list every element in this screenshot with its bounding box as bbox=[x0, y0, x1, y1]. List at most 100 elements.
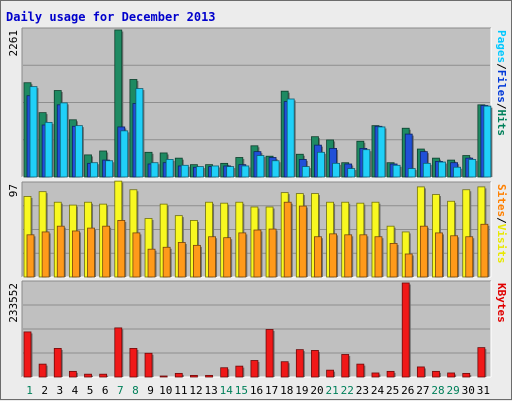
bar-kbytes-day-6 bbox=[100, 374, 109, 377]
bar-sites-day-20 bbox=[314, 237, 323, 277]
bar-kbytes-day-3 bbox=[54, 348, 63, 377]
x-tick-label: 11 bbox=[174, 384, 187, 397]
bar-sites-day-11 bbox=[178, 242, 187, 277]
bar-pages-day-25 bbox=[393, 165, 402, 177]
x-tick-label: 28 bbox=[431, 384, 444, 397]
bar-kbytes-day-30 bbox=[463, 373, 472, 377]
bar-kbytes-day-23 bbox=[357, 364, 366, 377]
bar-sites-day-19 bbox=[299, 206, 308, 277]
bar-kbytes-day-29 bbox=[448, 373, 457, 377]
panel-hits-files-pages: 2261 Pages/Files/Hits bbox=[7, 28, 508, 177]
x-tick-label: 12 bbox=[189, 384, 202, 397]
bar-sites-day-2 bbox=[42, 232, 51, 277]
bar-pages-day-4 bbox=[75, 126, 84, 177]
bar-kbytes-day-27 bbox=[417, 367, 426, 377]
bar-pages-day-3 bbox=[60, 103, 69, 177]
bar-sites-day-24 bbox=[375, 237, 384, 277]
x-tick-label: 8 bbox=[132, 384, 139, 397]
bar-pages-day-24 bbox=[378, 127, 387, 177]
bar-sites-day-13 bbox=[209, 237, 218, 277]
bar-kbytes-day-1 bbox=[24, 332, 33, 377]
bar-sites-day-28 bbox=[435, 233, 444, 277]
bar-kbytes-day-17 bbox=[266, 330, 275, 377]
bar-pages-day-10 bbox=[166, 159, 175, 177]
bar-kbytes-day-8 bbox=[130, 348, 139, 377]
bar-pages-day-5 bbox=[91, 163, 100, 177]
bar-kbytes-day-16 bbox=[251, 360, 260, 377]
bar-pages-day-21 bbox=[333, 163, 342, 177]
bar-kbytes-day-24 bbox=[372, 373, 381, 377]
x-tick-label: 6 bbox=[102, 384, 109, 397]
bar-sites-day-23 bbox=[360, 235, 369, 277]
bar-pages-day-28 bbox=[438, 162, 447, 177]
bar-sites-day-21 bbox=[330, 234, 339, 277]
bar-pages-day-13 bbox=[212, 166, 221, 177]
legend-visits-sites: Sites/Visits bbox=[495, 184, 508, 264]
bar-kbytes-day-15 bbox=[236, 366, 245, 377]
bar-kbytes-day-2 bbox=[39, 364, 48, 377]
x-tick-label: 30 bbox=[462, 384, 475, 397]
x-tick-label: 5 bbox=[87, 384, 94, 397]
bar-pages-day-12 bbox=[196, 167, 205, 177]
x-tick-label: 9 bbox=[147, 384, 154, 397]
bar-pages-day-1 bbox=[30, 87, 39, 177]
bar-kbytes-day-28 bbox=[432, 371, 441, 377]
bar-pages-day-16 bbox=[257, 156, 266, 177]
bar-kbytes-day-13 bbox=[206, 375, 215, 377]
bar-sites-day-31 bbox=[481, 224, 490, 277]
bar-sites-day-18 bbox=[284, 202, 293, 277]
bar-sites-day-30 bbox=[466, 237, 475, 277]
bar-pages-day-23 bbox=[363, 150, 372, 177]
legend-entry: Hits bbox=[495, 110, 508, 137]
x-tick-label: 26 bbox=[401, 384, 414, 397]
bar-pages-day-2 bbox=[45, 122, 54, 177]
x-tick-label: 4 bbox=[72, 384, 79, 397]
bar-pages-day-6 bbox=[106, 161, 115, 177]
x-tick-label: 19 bbox=[295, 384, 308, 397]
bar-pages-day-8 bbox=[136, 89, 145, 177]
legend-hits-files-pages: Pages/Files/Hits bbox=[495, 30, 508, 136]
x-tick-label: 24 bbox=[371, 384, 385, 397]
bar-sites-day-17 bbox=[269, 229, 278, 277]
bar-pages-day-7 bbox=[121, 131, 130, 177]
bar-sites-day-14 bbox=[224, 238, 233, 277]
bar-pages-day-30 bbox=[469, 159, 478, 177]
bar-sites-day-8 bbox=[133, 233, 142, 277]
bar-pages-day-17 bbox=[272, 161, 281, 177]
bar-kbytes-day-26 bbox=[402, 283, 411, 377]
x-tick-label: 17 bbox=[265, 384, 278, 397]
bar-sites-day-10 bbox=[163, 247, 172, 277]
x-tick-label: 31 bbox=[477, 384, 490, 397]
x-tick-label: 2 bbox=[41, 384, 48, 397]
y-max-label: 97 bbox=[7, 184, 20, 197]
bar-kbytes-day-12 bbox=[190, 375, 199, 377]
x-tick-label: 14 bbox=[220, 384, 234, 397]
bar-sites-day-15 bbox=[239, 233, 248, 277]
legend-entry: Visits bbox=[495, 224, 508, 264]
x-tick-label: 13 bbox=[204, 384, 217, 397]
bar-pages-day-18 bbox=[287, 99, 296, 177]
bar-pages-day-22 bbox=[348, 169, 357, 177]
bar-sites-day-3 bbox=[57, 226, 66, 277]
bar-sites-day-22 bbox=[345, 235, 354, 277]
bar-kbytes-day-31 bbox=[478, 348, 487, 377]
x-tick-label: 15 bbox=[235, 384, 248, 397]
legend-entry: Pages bbox=[495, 30, 508, 63]
x-tick-label: 25 bbox=[386, 384, 399, 397]
bar-sites-day-16 bbox=[254, 230, 263, 277]
bar-kbytes-day-14 bbox=[221, 368, 230, 377]
x-tick-label: 27 bbox=[416, 384, 429, 397]
bar-sites-day-7 bbox=[118, 220, 127, 277]
y-max-label: 2261 bbox=[7, 30, 20, 57]
bar-sites-day-1 bbox=[27, 235, 36, 277]
legend-entry: Sites bbox=[495, 184, 508, 217]
bar-pages-day-9 bbox=[151, 163, 160, 177]
x-tick-label: 3 bbox=[57, 384, 64, 397]
bar-pages-day-29 bbox=[454, 167, 463, 177]
bar-kbytes-day-22 bbox=[342, 354, 351, 377]
legend-entry: Files bbox=[495, 70, 508, 103]
legend-entry: KBytes bbox=[495, 283, 508, 323]
